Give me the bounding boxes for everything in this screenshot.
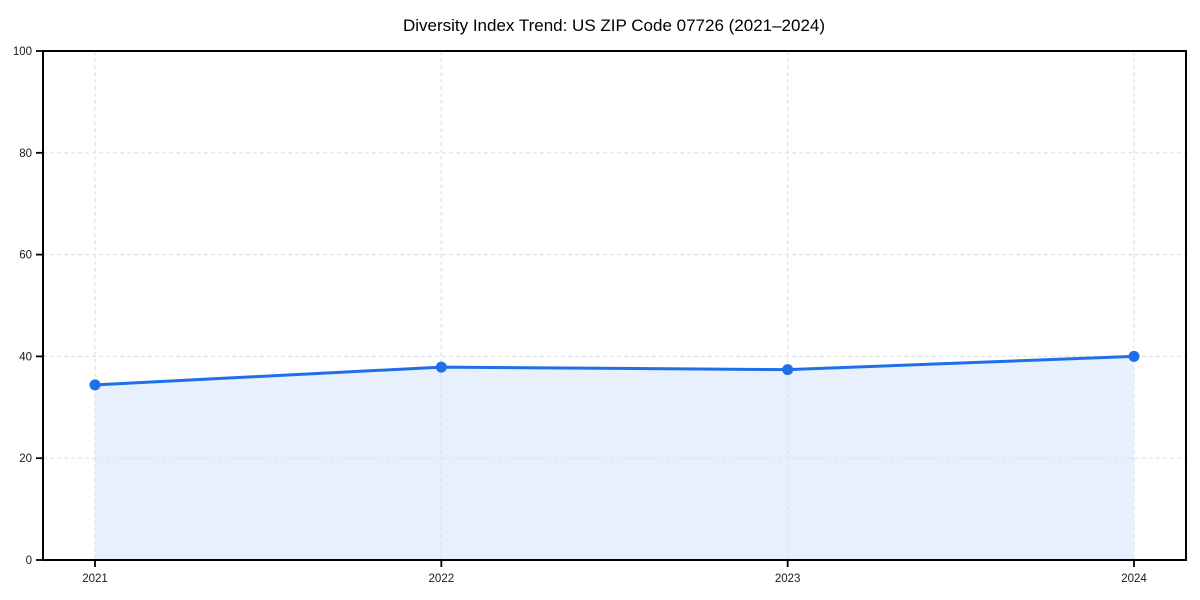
plot-border (42, 50, 1187, 561)
series-layer (89, 350, 1140, 391)
y-tick-label: 100 (13, 46, 32, 58)
data-point-2024 (1128, 350, 1140, 362)
data-point-2021 (89, 379, 101, 391)
chart-title: Diversity Index Trend: US ZIP Code 07726… (403, 16, 825, 35)
grid-layer (43, 50, 1186, 561)
trend-line (93, 354, 1136, 387)
y-tick-label: 60 (19, 250, 32, 262)
data-point-2023 (782, 364, 794, 376)
y-tick-label: 80 (19, 148, 32, 160)
y-tick-label: 20 (19, 453, 32, 465)
y-tick-label: 40 (19, 351, 32, 363)
x-tick-label: 2023 (775, 573, 801, 585)
axes-layer (36, 50, 1187, 567)
tick-label-layer: 2021 2022 2023 2024 0 20 40 60 80 100 (13, 46, 1148, 585)
data-point-2022 (435, 361, 447, 373)
x-tick-label: 2024 (1121, 573, 1147, 585)
area-fill-layer (95, 356, 1134, 560)
y-tick-label: 0 (26, 555, 32, 567)
series-area-fill (95, 356, 1134, 560)
x-tick-label: 2021 (82, 573, 108, 585)
x-tick-label: 2022 (429, 573, 455, 585)
